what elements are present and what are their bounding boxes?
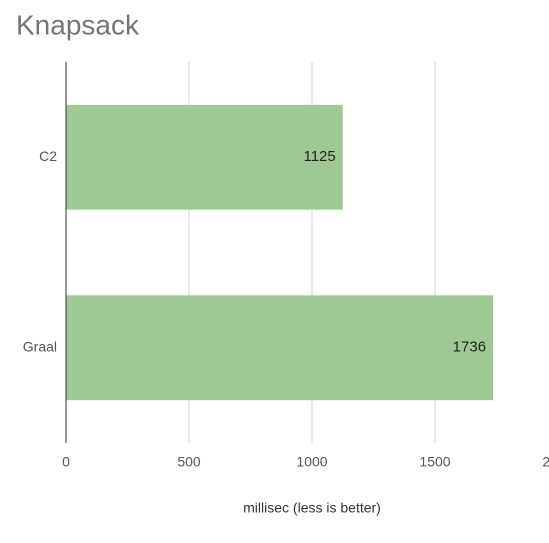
data-label: 1125 (303, 148, 335, 165)
chart-title: Knapsack (16, 9, 140, 40)
x-tick-label: 1000 (296, 454, 327, 470)
data-label: 1736 (453, 339, 486, 356)
y-tick-label: Graal (23, 338, 57, 354)
x-tick-label: 1500 (419, 454, 450, 470)
x-tick-label: 500 (177, 454, 201, 470)
y-tick-label: C2 (39, 148, 57, 164)
x-tick-label: 0 (62, 454, 70, 470)
bar (66, 104, 343, 210)
x-tick-label: 2000 (542, 454, 549, 470)
x-axis-title: millisec (less is better) (243, 500, 381, 516)
bar (66, 295, 494, 401)
